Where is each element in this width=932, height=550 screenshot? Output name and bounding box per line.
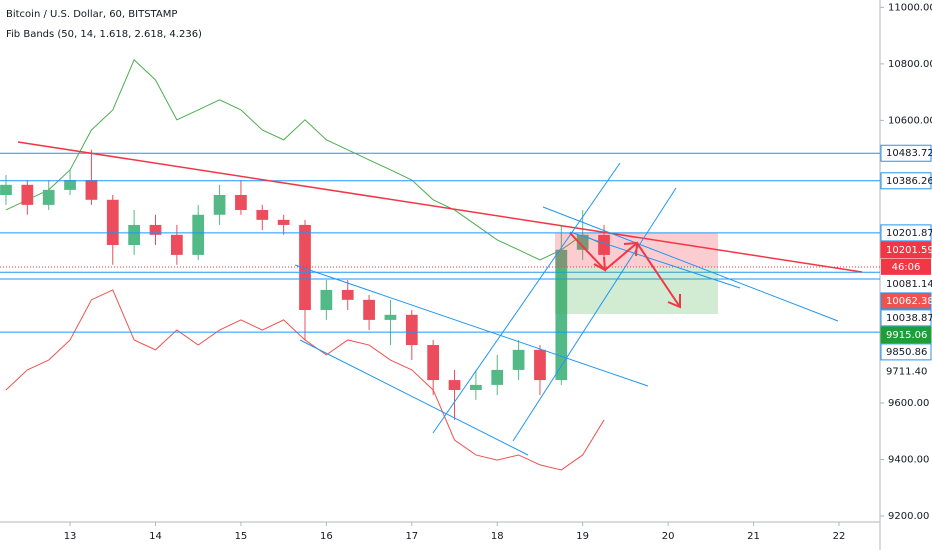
candle-body: [491, 369, 504, 385]
channel-line: [299, 339, 529, 456]
candle-body: [427, 345, 440, 381]
x-tick-label: 21: [747, 531, 760, 542]
channel-line: [294, 264, 649, 387]
y-tick-label: 10800.00: [888, 59, 932, 70]
price-label: 9915.06: [886, 330, 927, 341]
plot: [0, 59, 880, 471]
arrow-head: [593, 256, 607, 272]
candle-body: [42, 189, 55, 205]
candle-body: [85, 180, 98, 200]
candle-body: [277, 219, 290, 225]
candle-body: [106, 199, 119, 246]
candle-body: [363, 299, 375, 320]
candle-body: [299, 224, 311, 311]
fib-band: [5, 59, 605, 261]
y-tick-label: 11000.00: [888, 2, 932, 13]
channel-line: [512, 187, 677, 442]
x-tick-label: 18: [491, 531, 504, 542]
indicator-label: Fib Bands (50, 14, 1.618, 2.618, 4.236): [6, 29, 202, 40]
candle-body: [384, 314, 397, 320]
y-tick-label: 9200.00: [888, 511, 929, 522]
reward-box: [555, 267, 718, 314]
x-tick-label: 15: [235, 531, 248, 542]
price-label: 10062.38: [886, 296, 932, 307]
countdown-box: [881, 258, 931, 275]
countdown: 46:06: [892, 262, 921, 273]
candle-body: [21, 184, 34, 205]
price-label: 10483.72: [886, 148, 932, 159]
price-label-box: [880, 309, 932, 327]
candle-body: [235, 194, 247, 210]
candle-body: [213, 194, 226, 215]
y-tick-label: 10600.00: [888, 115, 932, 126]
price-label: 10038.87: [886, 313, 932, 324]
candle-body: [128, 224, 141, 246]
price-label: 10081.14: [886, 279, 932, 290]
projection-arrow: [569, 232, 681, 308]
y-tick-label: 9600.00: [888, 398, 929, 409]
channel-line: [542, 206, 839, 322]
candle-body: [192, 214, 205, 255]
price-label: 10201.87: [886, 228, 932, 239]
price-label-box: [880, 275, 932, 293]
candle-body: [470, 384, 482, 390]
x-tick-label: 13: [64, 531, 77, 542]
arrow-head: [623, 241, 639, 257]
candle-body: [405, 314, 418, 346]
candle-body: [448, 380, 461, 390]
x-tick-label: 14: [149, 531, 162, 542]
channel-line: [569, 231, 741, 289]
candle-body: [149, 224, 162, 235]
chart-title: Bitcoin / U.S. Dollar, 60, BITSTAMP: [6, 9, 177, 20]
candle-body: [341, 289, 354, 300]
candle-body: [534, 349, 546, 381]
price-label-box: [880, 362, 932, 380]
price-label: 10386.26: [886, 176, 932, 187]
price-label-box: [880, 144, 932, 162]
candle-body: [598, 234, 610, 255]
price-label: 9850.86: [886, 347, 927, 358]
candle-body: [320, 289, 333, 311]
candle-body: [0, 184, 12, 195]
candle-body: [512, 349, 525, 370]
price-label-box: [880, 172, 932, 190]
x-tick-label: 22: [833, 531, 846, 542]
drawings: [17, 141, 863, 456]
price-label: 9711.40: [886, 366, 927, 377]
trend-line: [17, 141, 863, 273]
candle-body: [256, 209, 269, 220]
arrow-head: [667, 294, 681, 309]
price-label-box: [880, 224, 932, 242]
channel-line: [432, 162, 621, 434]
x-tick-label: 17: [405, 531, 418, 542]
x-tick-label: 20: [662, 531, 675, 542]
candle-body: [555, 249, 568, 381]
price-label-box: [880, 343, 932, 361]
candle-body: [576, 234, 589, 250]
x-tick-label: 16: [320, 531, 333, 542]
price-label-box: [880, 292, 932, 310]
price-label-box: [880, 326, 932, 344]
x-tick-label: 19: [576, 531, 589, 542]
y-tick-label: 9400.00: [888, 454, 929, 465]
candle-body: [170, 234, 183, 255]
price-label-box: [880, 241, 932, 259]
candle-body: [64, 180, 76, 190]
price-label: 10201.59: [886, 245, 932, 256]
